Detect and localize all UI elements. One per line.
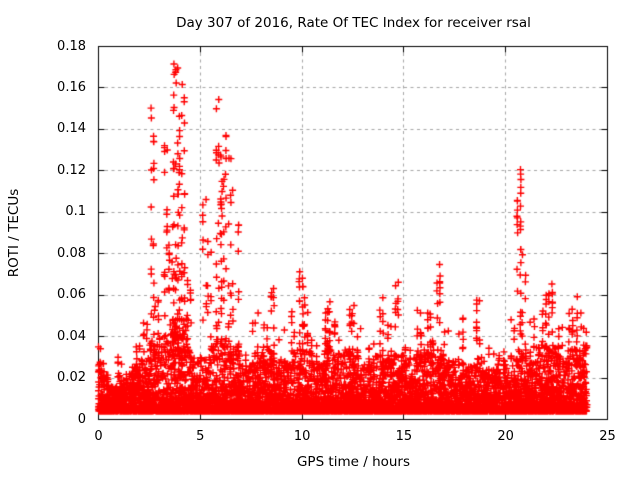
y-tick-label: 0.14 bbox=[57, 121, 86, 137]
y-tick-label: 0.08 bbox=[57, 245, 86, 261]
y-tick-label: 0.16 bbox=[57, 79, 86, 95]
y-tick-label: 0.18 bbox=[57, 38, 86, 54]
chart-title: Day 307 of 2016, Rate Of TEC Index for r… bbox=[176, 15, 531, 31]
y-axis-title: ROTI / TECUs bbox=[0, 0, 30, 480]
y-tick-label: 0.06 bbox=[57, 287, 86, 303]
x-tick-label: 0 bbox=[94, 429, 103, 444]
x-tick-label: 25 bbox=[599, 429, 616, 444]
x-tick-label: 15 bbox=[395, 429, 413, 444]
y-tick-label: 0.1 bbox=[65, 204, 86, 220]
x-tick-label: 10 bbox=[293, 429, 311, 444]
x-tick-label: 20 bbox=[497, 429, 514, 444]
y-axis-title-text: ROTI / TECUs bbox=[6, 188, 22, 278]
x-axis-title: GPS time / hours bbox=[296, 454, 411, 470]
x-tick-label: 5 bbox=[196, 429, 205, 444]
y-tick-label: 0.04 bbox=[57, 328, 86, 344]
y-tick-label: 0.12 bbox=[57, 162, 86, 178]
y-tick-label: 0 bbox=[77, 411, 86, 427]
y-tick-label: 0.02 bbox=[57, 370, 86, 386]
